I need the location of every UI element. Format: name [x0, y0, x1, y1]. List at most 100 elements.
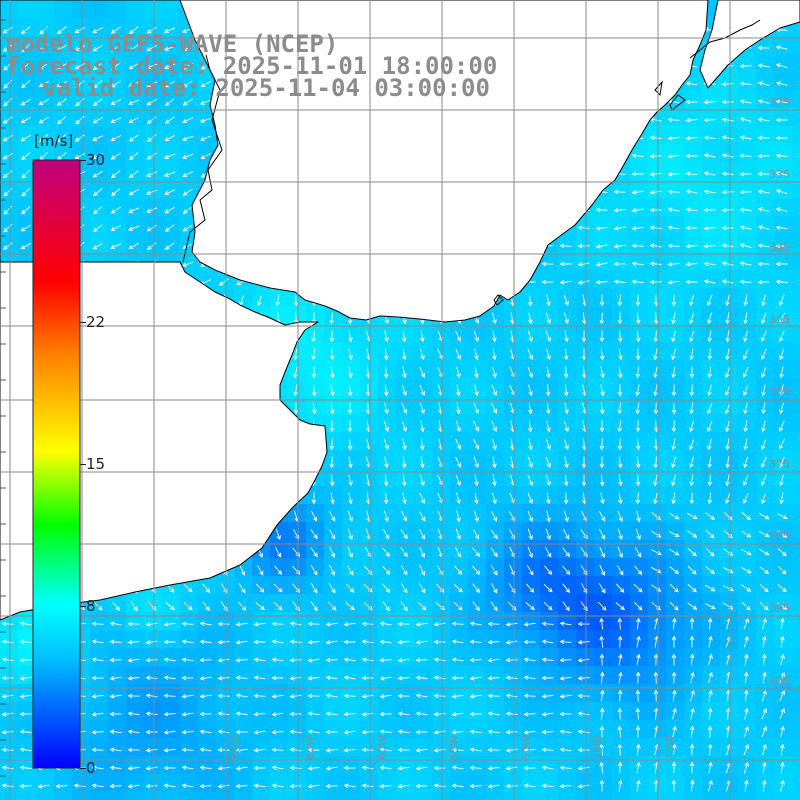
speed-cell: [378, 792, 397, 800]
speed-cell: [126, 612, 145, 631]
wind-arrow: [128, 117, 140, 124]
wind-arrow: [653, 420, 659, 433]
wind-arrow: [181, 765, 194, 770]
speed-cell: [684, 504, 703, 523]
speed-cell: [702, 126, 721, 145]
speed-cell: [108, 0, 127, 19]
speed-cell: [414, 396, 433, 415]
wind-arrow: [577, 784, 590, 789]
speed-cell: [468, 576, 487, 595]
wind-arrow: [93, 79, 103, 89]
wind-arrow: [707, 707, 713, 720]
wind-arrow: [2, 152, 13, 160]
speed-cell: [36, 792, 55, 800]
speed-cell: [522, 378, 541, 397]
wind-arrow: [145, 621, 158, 627]
wind-arrow: [91, 639, 104, 644]
speed-cell: [216, 792, 235, 800]
speed-cell: [180, 162, 199, 181]
speed-cell: [792, 162, 800, 181]
speed-cell: [342, 684, 361, 703]
speed-cell: [0, 0, 19, 19]
speed-cell: [540, 774, 559, 793]
speed-cell: [558, 720, 577, 739]
speed-cell: [594, 342, 613, 361]
wind-arrow: [525, 602, 535, 611]
speed-cell: [216, 666, 235, 685]
wind-arrow: [1, 639, 14, 644]
wind-arrow: [595, 279, 608, 285]
speed-cell: [666, 540, 685, 559]
speed-cell: [144, 180, 163, 199]
speed-cell: [432, 504, 451, 523]
wind-arrow: [217, 621, 230, 627]
wind-arrow: [523, 747, 536, 753]
speed-cell: [396, 522, 415, 541]
speed-cell: [198, 684, 217, 703]
speed-cell: [486, 360, 505, 379]
speed-cell: [486, 774, 505, 793]
wind-arrow: [307, 675, 320, 681]
wind-arrow: [599, 635, 604, 648]
speed-cell: [630, 522, 649, 541]
speed-cell: [540, 450, 559, 469]
wind-arrow: [689, 456, 694, 469]
speed-cell: [108, 756, 127, 775]
speed-cell: [720, 450, 739, 469]
speed-cell: [450, 378, 469, 397]
speed-cell: [360, 792, 379, 800]
speed-cell: [630, 594, 649, 613]
speed-cell: [792, 234, 800, 253]
speed-cell: [414, 450, 433, 469]
speed-cell: [558, 738, 577, 757]
speed-cell: [144, 648, 163, 667]
wind-arrow: [761, 294, 766, 307]
wind-arrow: [635, 617, 641, 630]
wind-arrow: [743, 744, 749, 756]
wind-arrow: [473, 456, 479, 469]
wind-arrow: [474, 348, 479, 361]
speed-cell: [630, 450, 649, 469]
wind-arrow: [146, 152, 157, 160]
speed-cell: [486, 648, 505, 667]
speed-cell: [450, 342, 469, 361]
wind-arrow: [689, 743, 695, 756]
wind-arrow: [182, 188, 193, 196]
wind-arrow: [199, 729, 212, 735]
speed-cell: [468, 666, 487, 685]
wind-arrow: [145, 675, 158, 681]
wind-arrow: [704, 603, 716, 610]
wind-arrow: [742, 366, 749, 378]
wind-arrow: [469, 676, 482, 681]
wind-arrow: [635, 312, 641, 325]
lat-label: 345: [769, 241, 790, 254]
wind-arrow: [345, 602, 355, 611]
wind-arrow: [93, 205, 103, 215]
wind-arrow: [474, 474, 479, 487]
wind-arrow: [1, 747, 14, 753]
wind-arrow: [199, 694, 212, 699]
speed-cell: [522, 468, 541, 487]
wind-arrow: [631, 189, 644, 195]
wind-arrow: [743, 635, 749, 648]
wind-arrow: [469, 765, 482, 771]
wind-arrow: [687, 565, 697, 575]
wind-arrow: [653, 779, 659, 792]
speed-cell: [306, 558, 325, 577]
wind-arrow: [237, 601, 247, 611]
speed-cell: [126, 774, 145, 793]
wind-arrow: [146, 63, 158, 69]
wind-arrow: [181, 153, 194, 159]
speed-cell: [540, 252, 559, 271]
speed-cell: [630, 234, 649, 253]
wind-arrow: [559, 280, 572, 285]
wind-arrow: [780, 743, 785, 756]
speed-cell: [216, 612, 235, 631]
speed-cell: [756, 198, 775, 217]
speed-cell: [72, 108, 91, 127]
speed-cell: [450, 558, 469, 577]
speed-cell: [720, 720, 739, 739]
wind-arrow: [703, 135, 716, 141]
wind-arrow: [779, 690, 786, 702]
speed-cell: [558, 522, 577, 541]
